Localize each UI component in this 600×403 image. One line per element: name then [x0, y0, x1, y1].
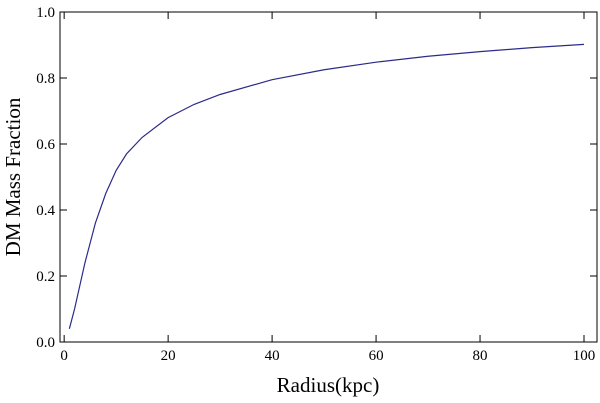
- y-tick-label: 0.6: [36, 137, 55, 153]
- y-tick-label: 1.0: [36, 5, 55, 21]
- y-tick-label: 0.8: [36, 71, 55, 87]
- x-axis-title: Radius(kpc): [277, 373, 380, 397]
- y-tick-label: 0.0: [36, 335, 55, 351]
- plot-frame: [59, 11, 598, 343]
- data-line: [68, 43, 585, 329]
- x-tick-label: 60: [369, 348, 384, 364]
- x-tick-label: 80: [473, 348, 488, 364]
- x-tick-label: 40: [265, 348, 280, 364]
- y-axis-title: DM Mass Fraction: [1, 97, 25, 256]
- x-tick-label: 20: [161, 348, 176, 364]
- x-tick-label: 100: [573, 348, 596, 364]
- y-tick-label: 0.2: [36, 269, 55, 285]
- y-tick-label: 0.4: [36, 203, 55, 219]
- x-tick-label: 0: [60, 348, 68, 364]
